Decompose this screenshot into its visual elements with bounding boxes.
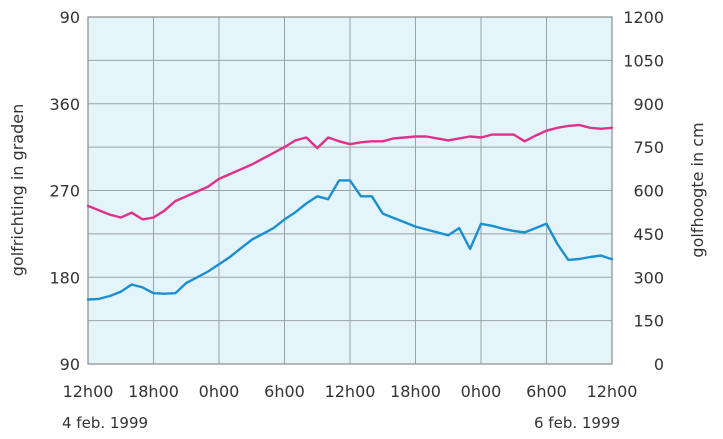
left-tick-labels: 90 360 270 180 90 <box>49 8 80 374</box>
x-tick-label: 0h00 <box>461 382 502 401</box>
right-tick-label: 1050 <box>623 51 664 70</box>
left-tick-label: 90 <box>60 355 80 374</box>
right-tick-label: 300 <box>633 268 664 287</box>
x-tick-label: 12h00 <box>63 382 114 401</box>
right-tick-label: 600 <box>633 182 664 201</box>
right-tick-labels: 1200 1050 900 750 600 450 300 150 0 <box>623 8 664 374</box>
x-tick-label: 6h00 <box>264 382 305 401</box>
left-tick-label: 180 <box>49 268 80 287</box>
left-tick-label: 90 <box>60 8 80 27</box>
x-tick-label: 18h00 <box>128 382 179 401</box>
right-tick-label: 0 <box>654 355 664 374</box>
right-tick-label: 750 <box>633 138 664 157</box>
left-axis-title: golfrichting in graden <box>8 104 27 276</box>
right-axis-title: golfhoogte in cm <box>688 122 707 257</box>
right-tick-label: 900 <box>633 95 664 114</box>
left-tick-label: 270 <box>49 182 80 201</box>
date-label-start: 4 feb. 1999 <box>62 414 148 432</box>
right-tick-label: 450 <box>633 225 664 244</box>
x-tick-labels: 12h00 18h00 0h00 6h00 12h00 18h00 0h00 6h00 12h0… <box>63 382 638 401</box>
right-tick-label: 150 <box>633 312 664 331</box>
left-tick-label: 360 <box>49 95 80 114</box>
x-tick-label: 0h00 <box>199 382 240 401</box>
right-tick-label: 1200 <box>623 8 664 27</box>
x-tick-label: 12h00 <box>325 382 376 401</box>
date-label-end: 6 feb. 1999 <box>534 414 620 432</box>
x-tick-label: 12h00 <box>587 382 638 401</box>
x-tick-label: 18h00 <box>390 382 441 401</box>
x-tick-label: 6h00 <box>526 382 567 401</box>
